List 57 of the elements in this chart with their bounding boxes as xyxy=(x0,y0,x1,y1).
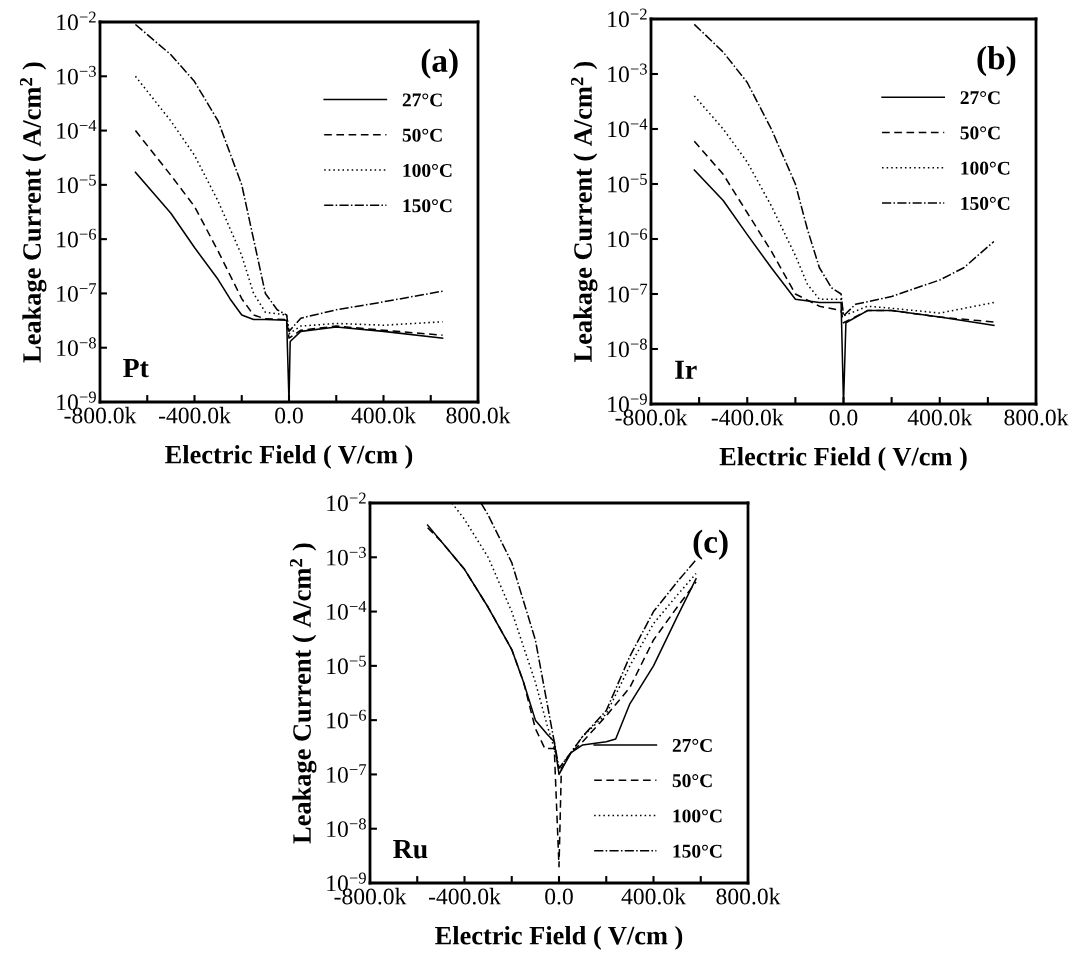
y-tick-label: 10$^{−4}$ xyxy=(608,118,648,138)
y-tick-label: 10$^{−6}$ xyxy=(608,228,648,248)
y-tick-label: 10$^{−3}$ xyxy=(327,546,366,566)
y-tick-label: 10$^{−8}$ xyxy=(57,337,96,357)
x-tick-label: 800.0k xyxy=(446,406,511,424)
annotation: Ru xyxy=(393,839,428,859)
y-tick-label: 10$^{−3}$ xyxy=(57,65,96,85)
legend-label: 150°C xyxy=(961,196,1010,210)
y-tick-label: 10$^{−2}$ xyxy=(608,8,647,28)
legend-label: 100°C xyxy=(673,809,722,823)
x-axis-title: Electric Field ( V/cm ) xyxy=(719,446,967,471)
y-tick-label: 10$^{−6}$ xyxy=(327,709,367,729)
annotation: (a) xyxy=(421,48,458,79)
x-tick-label: 0.0 xyxy=(545,888,573,905)
y-tick-label: 10$^{−8}$ xyxy=(608,338,647,358)
x-tick-label: 400.0k xyxy=(621,887,686,905)
y-tick-label: 10$^{−2}$ xyxy=(327,492,366,512)
y-tick-label: 10$^{−4}$ xyxy=(327,601,367,620)
legend-label: 100°C xyxy=(961,161,1010,175)
annotation: (c) xyxy=(693,529,728,560)
y-axis-title: Leakage Current ( A/cm$^{2}$ ) xyxy=(289,543,317,844)
x-tick-label: 400.0k xyxy=(351,406,416,424)
x-tick-label: 0.0 xyxy=(275,407,303,424)
y-tick-label: 10$^{−7}$ xyxy=(57,283,97,302)
x-tick-label: -400.0k xyxy=(711,408,784,426)
legend-label: 100°C xyxy=(403,163,452,178)
y-tick-label: 10$^{−5}$ xyxy=(57,174,96,194)
legend-label: 27°C xyxy=(402,93,442,107)
legend-label: 27°C xyxy=(672,738,712,752)
y-tick-label: 10$^{−3}$ xyxy=(608,63,647,83)
y-axis-title: Leakage Current ( A/cm$^{2}$ ) xyxy=(570,61,598,362)
legend-label: 50°C xyxy=(672,774,712,788)
x-tick-label: 800.0k xyxy=(716,887,781,905)
y-tick-label: 10$^{−5}$ xyxy=(608,173,647,193)
legend-label: 27°C xyxy=(960,91,1000,105)
y-tick-label: 10$^{−6}$ xyxy=(57,228,97,248)
annotation: Ir xyxy=(675,360,697,379)
y-tick-label: 10$^{−7}$ xyxy=(327,764,367,783)
y-axis-title: Leakage Current ( A/cm$^{2}$ ) xyxy=(19,62,47,363)
x-axis-title: Electric Field ( V/cm ) xyxy=(165,444,413,469)
legend-label: 150°C xyxy=(673,844,722,858)
y-tick-label: 10$^{−8}$ xyxy=(327,818,366,838)
annotation: Pt xyxy=(123,358,149,378)
y-tick-label: 10$^{−2}$ xyxy=(57,11,96,31)
x-tick-label: 800.0k xyxy=(1004,408,1069,426)
x-tick-label: -400.0k xyxy=(158,406,231,424)
legend-label: 150°C xyxy=(403,199,452,213)
y-tick-label: 10$^{−7}$ xyxy=(608,283,648,303)
annotation: (b) xyxy=(977,45,1016,77)
x-tick-label: -400.0k xyxy=(428,887,501,905)
x-axis-title: Electric Field ( V/cm ) xyxy=(435,925,683,950)
x-tick-label: 400.0k xyxy=(907,408,973,426)
legend-label: 50°C xyxy=(402,128,442,142)
legend-label: 50°C xyxy=(960,126,1000,140)
y-tick-label: 10$^{−4}$ xyxy=(57,120,97,139)
y-tick-label: 10$^{−5}$ xyxy=(327,655,366,675)
x-tick-label: 0.0 xyxy=(829,409,858,426)
